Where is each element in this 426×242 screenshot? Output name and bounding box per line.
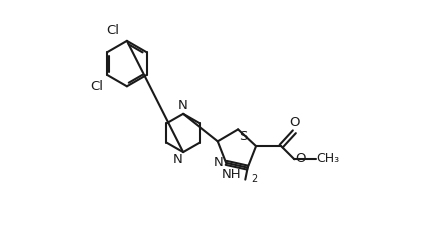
Text: N: N bbox=[173, 153, 182, 166]
Text: CH₃: CH₃ bbox=[317, 152, 340, 165]
Text: 2: 2 bbox=[251, 174, 257, 184]
Text: Cl: Cl bbox=[91, 80, 104, 93]
Text: O: O bbox=[295, 152, 305, 165]
Text: Cl: Cl bbox=[106, 24, 120, 37]
Text: O: O bbox=[290, 116, 300, 129]
Text: NH: NH bbox=[222, 168, 242, 181]
Text: N: N bbox=[214, 156, 224, 169]
Text: N: N bbox=[178, 99, 188, 112]
Text: S: S bbox=[239, 130, 247, 143]
